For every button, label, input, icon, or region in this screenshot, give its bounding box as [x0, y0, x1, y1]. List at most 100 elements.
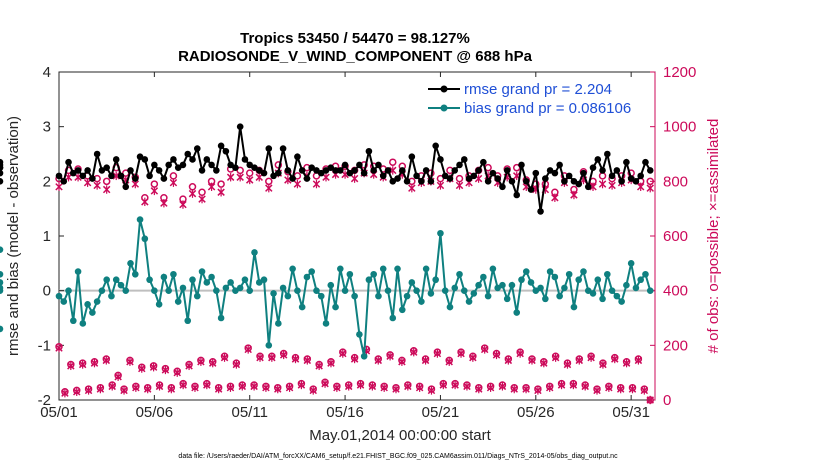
bias-point [170, 270, 177, 278]
rmse-point [103, 164, 110, 171]
y-axis-right-ticks: 0 200 400 600 800 1000 1200 [650, 64, 696, 409]
rmse-point [427, 178, 435, 185]
obs-low-assimilated-marker [374, 356, 382, 365]
rmse-point [265, 145, 273, 152]
obs-low-assimilated-marker [102, 356, 111, 365]
obs-low-assimilated-marker [96, 384, 105, 394]
obs-assimilated-marker [179, 200, 187, 209]
bias-point [141, 235, 149, 243]
bias-point [398, 306, 406, 314]
bias-point [465, 298, 473, 305]
bias-point [632, 284, 640, 292]
rmse-point [189, 156, 196, 163]
rmse-point [551, 169, 559, 177]
rmse-point [213, 167, 220, 174]
obs-low-assimilated-marker [628, 384, 637, 394]
obs-assimilated-marker [245, 175, 254, 185]
bias-point [604, 270, 611, 278]
bias-point [275, 320, 282, 327]
rmse-point [451, 167, 459, 174]
rmse-point [55, 172, 63, 180]
bias-point [356, 331, 363, 338]
obs-low-assimilated-marker [132, 383, 140, 392]
obs-low-assimilated-marker [504, 356, 513, 365]
rmse-point [236, 123, 244, 130]
rmse-point [260, 169, 268, 177]
obs-low-assimilated-marker [297, 380, 306, 390]
bias-point [346, 270, 354, 278]
x-axis-label: May.01,2014 00:00:00 start [309, 427, 491, 444]
obs-low-assimilated-marker [534, 386, 542, 395]
bias-point [184, 317, 192, 325]
bias-point [575, 276, 583, 284]
rmse-point [108, 172, 115, 180]
obs-low-assimilated-marker [392, 384, 400, 394]
bias-point [84, 301, 91, 308]
bias-point [413, 287, 420, 294]
rmse-point [604, 150, 611, 158]
obs-low-assimilated-marker [421, 356, 430, 365]
obs-low-assimilated-marker [126, 357, 134, 366]
y-left-tick-label: 1 [43, 228, 51, 245]
obs-low-assimilated-marker [410, 347, 418, 357]
rmse-point [160, 175, 168, 182]
bias-point [403, 292, 411, 300]
obs-possible-marker [389, 158, 397, 166]
obs-assimilated-marker [169, 178, 178, 187]
y-right-tick-label: 200 [663, 337, 688, 354]
bias-point [584, 287, 592, 294]
x-tick-label: 05/21 [422, 404, 460, 421]
bias-point [232, 287, 239, 294]
bias-point [122, 287, 130, 294]
bias-point [556, 292, 563, 300]
bias-point [646, 287, 654, 294]
y-axis-right-label: # of obs: o=possible; ×=assimilated [705, 119, 722, 354]
obs-low-assimilated-marker [339, 349, 347, 358]
obs-low-assimilated-marker [315, 361, 323, 371]
obs-assimilated-marker [551, 193, 559, 202]
plot-area [58, 71, 656, 401]
obs-assimilated-marker [389, 166, 397, 175]
rmse-point [308, 164, 316, 171]
bias-point [241, 276, 249, 284]
bias-point [255, 279, 263, 286]
obs-assimilated-marker [102, 185, 111, 194]
bias-point [518, 276, 525, 284]
rmse-point [217, 142, 225, 150]
rmse-point [222, 147, 230, 155]
obs-low-assimilated-marker [469, 353, 477, 362]
rmse-point [561, 178, 568, 185]
bias-point [189, 276, 196, 284]
rmse-point [594, 156, 602, 163]
legend-box [424, 78, 650, 118]
rmse-point [413, 172, 420, 180]
rmse-point [275, 169, 282, 177]
obs-low-assimilated-marker [238, 382, 247, 391]
bias-point [317, 292, 325, 300]
rmse-point [480, 158, 487, 166]
obs-low-assimilated-marker [61, 388, 69, 398]
bias-point [289, 265, 296, 273]
obs-low-assimilated-marker [285, 383, 294, 392]
rmse-point [117, 172, 125, 180]
rmse-point [546, 167, 554, 174]
rmse-point [332, 167, 339, 174]
obs-assimilated-marker [436, 181, 445, 190]
rmse-point [322, 167, 330, 174]
rmse-point [317, 169, 325, 177]
bias-point [470, 290, 478, 297]
obs-low-assimilated-marker [486, 383, 495, 392]
rmse-point [580, 169, 587, 177]
rmse-point [398, 167, 406, 174]
y-right-tick-label: 1000 [663, 119, 696, 136]
rmse-point [294, 153, 301, 161]
rmse-point [437, 156, 444, 163]
bias-point [503, 295, 511, 303]
rmse-point [646, 167, 654, 174]
rmse-point [508, 178, 516, 185]
rmse-point [198, 167, 206, 174]
bias-point [160, 273, 168, 281]
bias-point [427, 290, 435, 297]
y-left-tick-label: 4 [43, 64, 51, 81]
bias-point [294, 287, 301, 294]
